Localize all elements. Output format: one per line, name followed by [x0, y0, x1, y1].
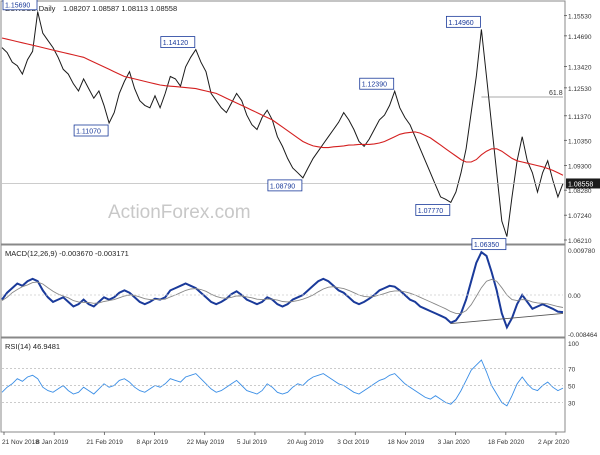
annotation-box — [2, 0, 38, 11]
price-tick-label: 1.10350 — [568, 138, 592, 145]
x-tick-label: 18 Feb 2020 — [488, 439, 525, 446]
price-tick-label: 1.09300 — [568, 164, 592, 171]
macd-trend-line — [450, 313, 564, 324]
x-tick-label: 8 Jan 2019 — [36, 439, 69, 446]
rsi-panel-frame — [0, 337, 566, 433]
current-price-label: 1.08558 — [568, 181, 593, 188]
annotation-box — [73, 124, 109, 137]
rsi-tick-label: 100 — [568, 341, 579, 348]
annotation-label: 1.06350 — [474, 242, 499, 249]
annotation-layer: 61.8 1.15690 1.14120 1.11070 1.08790 1.12390 1… — [2, 0, 564, 403]
x-tick-label: 3 Oct 2019 — [337, 439, 369, 446]
price-tick-label: 1.08280 — [568, 188, 592, 195]
rsi-line — [1, 359, 564, 407]
annotation-box — [160, 36, 196, 48]
x-tick-label: 22 May 2019 — [187, 439, 225, 446]
annotation-box — [267, 179, 303, 192]
fib-level-label: 61.8 — [549, 90, 563, 97]
price-tick-label: 1.07240 — [568, 213, 592, 220]
annotation-box — [445, 15, 481, 28]
annotation-box — [359, 77, 395, 90]
price-tick-label: 1.06210 — [568, 238, 592, 245]
price-tick-label: 1.14690 — [568, 34, 592, 41]
price-tick-label: 1.15530 — [568, 14, 592, 21]
x-tick-label: 20 Aug 2019 — [287, 439, 324, 446]
price-tick-label: 1.12530 — [568, 86, 592, 93]
price-header-ohlc: 1.08207 1.08587 1.08113 1.08558 — [63, 4, 177, 13]
annotation-label: 1.07770 — [418, 208, 443, 215]
price-tick-label: 1.11370 — [568, 114, 591, 121]
annotation-label: 1.12390 — [362, 82, 387, 89]
annotation-box — [415, 204, 451, 216]
price-tick-label: 1.13420 — [568, 64, 592, 71]
annotation-box — [471, 238, 507, 251]
annotation-label: 1.14960 — [448, 20, 473, 27]
macd-panel-frame — [0, 244, 566, 338]
x-tick-label: 5 Jul 2019 — [237, 439, 267, 446]
watermark: ActionForex.com — [108, 202, 251, 223]
x-tick-label: 18 Nov 2019 — [387, 439, 424, 446]
axis-layer: 1.08558 1.15530 1.14690 1.13420 1.12530 1.113… — [2, 14, 600, 446]
macd-tick-label: -0.008464 — [568, 332, 598, 339]
annotation-label: 1.08790 — [270, 183, 295, 190]
macd-header: MACD(12,26,9) -0.003670 -0.003171 — [5, 249, 129, 258]
series-layer — [1, 11, 564, 407]
annotation-label: 1.15690 — [5, 2, 30, 9]
annotation-label: 1.11070 — [76, 129, 101, 136]
annotation-label: 1.14120 — [163, 40, 188, 47]
price-panel-frame — [0, 0, 566, 245]
macd-tick-label: 0.00 — [568, 293, 581, 300]
x-tick-label: 8 Apr 2019 — [137, 439, 169, 446]
macd-signal-line — [1, 278, 564, 314]
x-tick-label: 21 Nov 2018 — [2, 439, 39, 446]
macd-tick-label: 0.009780 — [568, 248, 595, 255]
price-series-close — [1, 11, 564, 237]
rsi-header: RSI(14) 46.9481 — [5, 342, 60, 351]
price-series-moving-average — [1, 37, 564, 176]
rsi-tick-label: 50 — [568, 384, 576, 391]
x-tick-label: 3 Jan 2020 — [438, 439, 471, 446]
rsi-tick-label: 70 — [568, 367, 576, 374]
x-tick-label: 21 Feb 2019 — [86, 439, 123, 446]
current-price-tag — [566, 178, 600, 189]
x-tick-label: 2 Apr 2020 — [538, 439, 570, 446]
rsi-tick-label: 30 — [568, 401, 576, 408]
macd-line — [1, 250, 564, 330]
